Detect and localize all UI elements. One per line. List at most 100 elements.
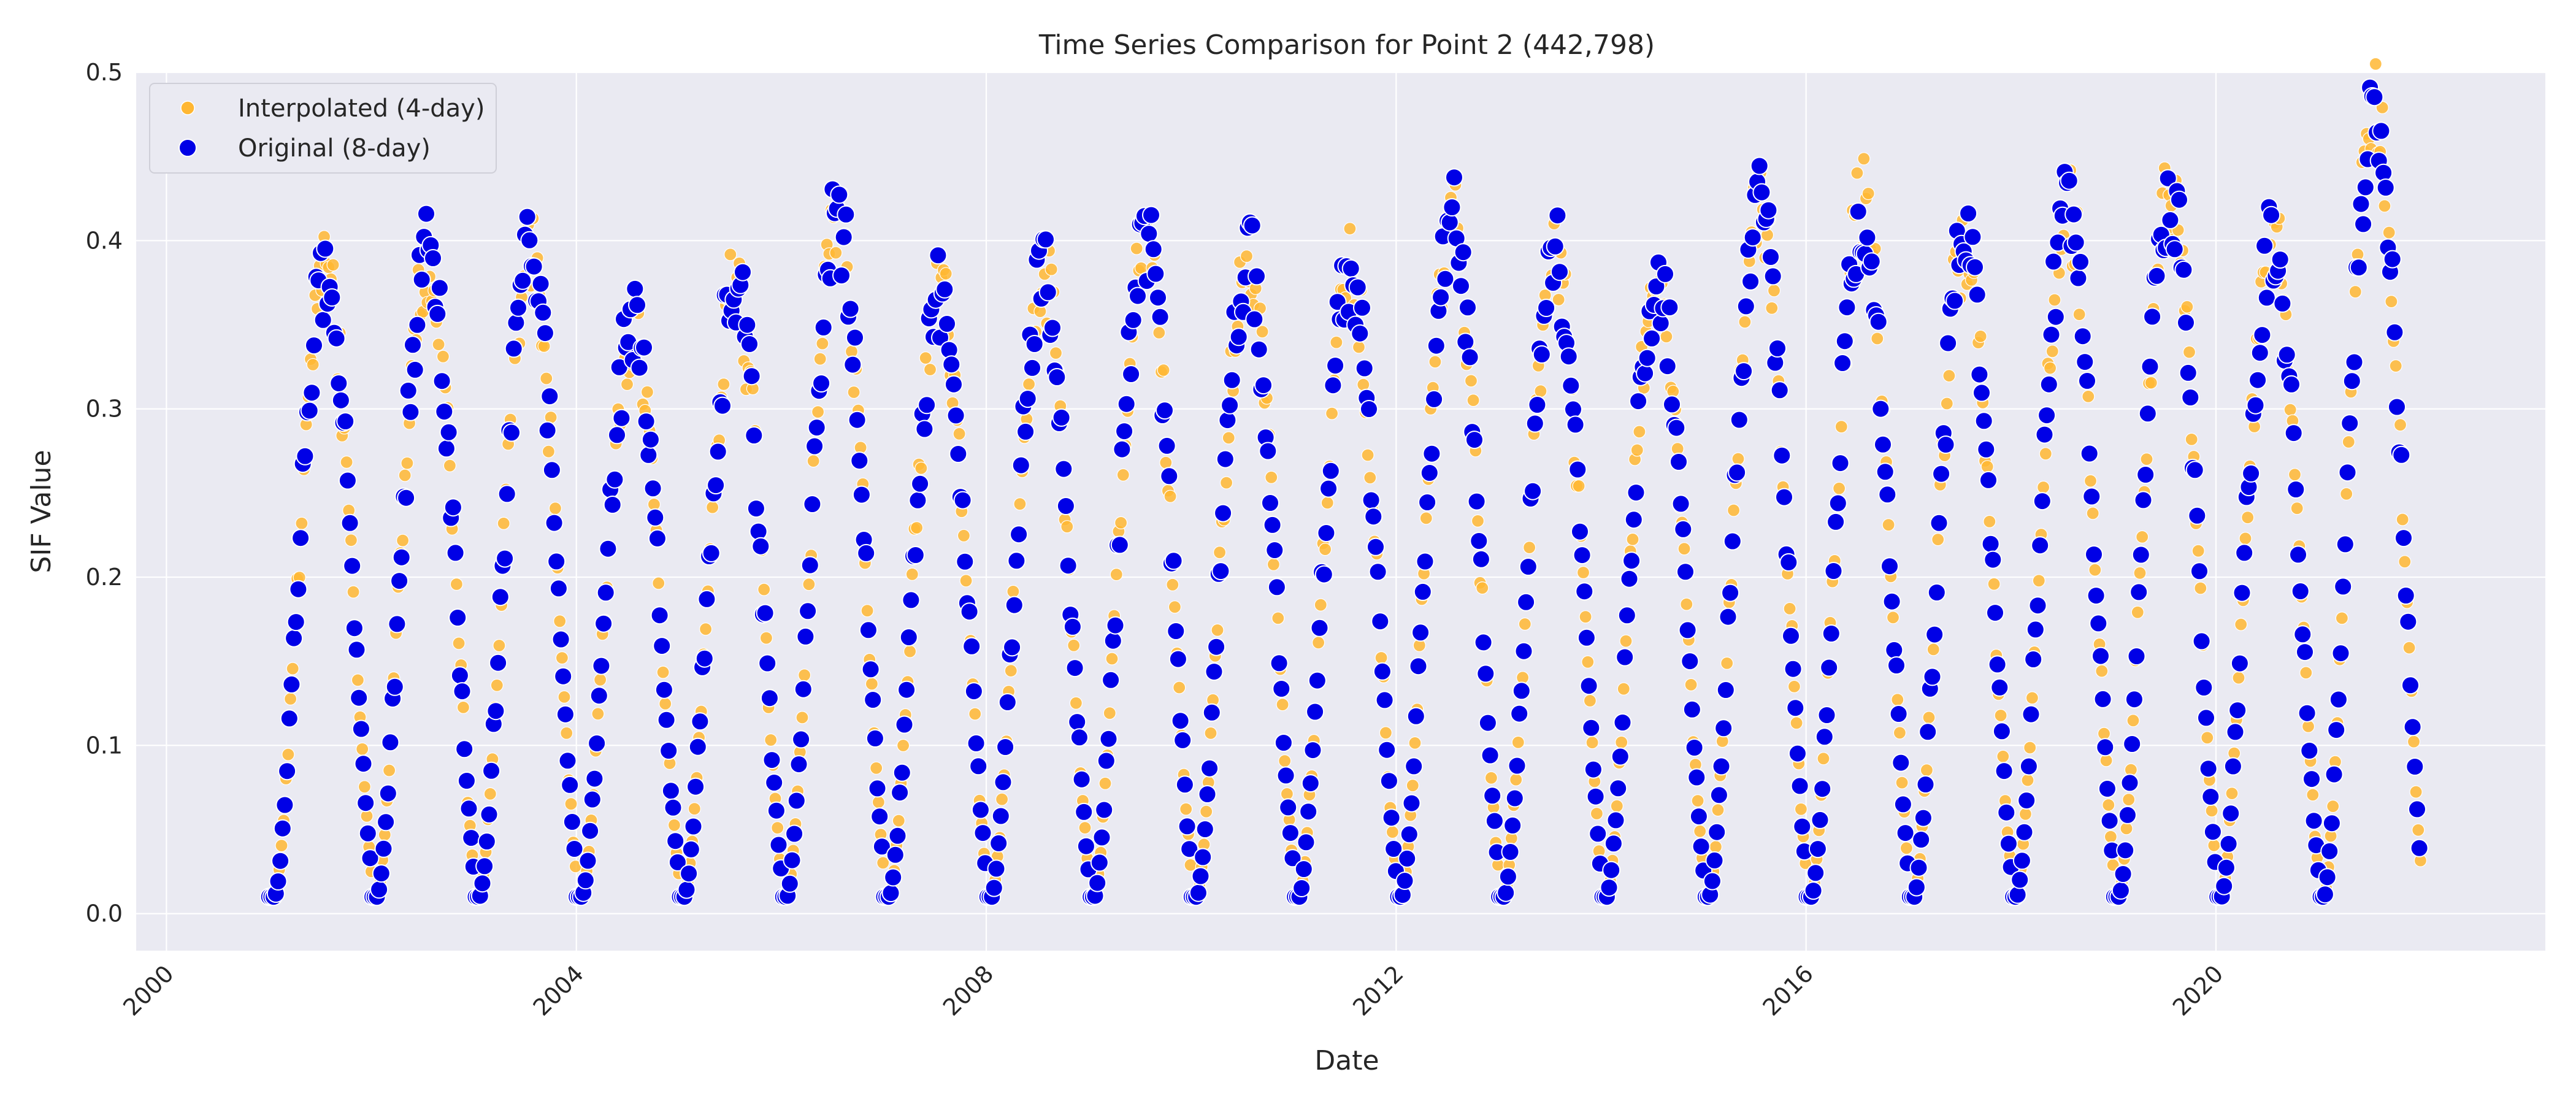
point-interpolated <box>396 534 410 547</box>
point-interpolated <box>2382 226 2396 239</box>
point-original <box>1716 681 1735 699</box>
point-original <box>296 447 315 466</box>
point-original <box>758 654 777 673</box>
point-original <box>994 773 1013 792</box>
point-interpolated <box>1464 374 1478 388</box>
point-interpolated <box>656 665 670 679</box>
point-original <box>2228 701 2247 720</box>
point-original <box>1784 659 1803 678</box>
point-original <box>998 693 1017 711</box>
point-original <box>677 880 696 899</box>
point-original <box>1452 277 1470 296</box>
point-original <box>852 485 871 504</box>
point-interpolated <box>1509 773 1523 786</box>
point-original <box>1828 494 1847 513</box>
point-original <box>1730 410 1749 429</box>
point-interpolated <box>1211 623 1224 637</box>
point-interpolated <box>811 405 825 419</box>
point-original <box>2078 372 2096 390</box>
point-interpolated <box>2044 361 2057 375</box>
point-original <box>630 358 649 377</box>
point-original <box>1409 657 1428 676</box>
point-interpolated <box>995 792 1009 806</box>
point-original <box>1508 756 1527 775</box>
point-interpolated <box>2018 807 2032 821</box>
point-original <box>1276 766 1295 785</box>
point-interpolated <box>1476 581 1489 595</box>
point-original <box>2064 205 2083 224</box>
point-original <box>327 329 346 348</box>
point-interpolated <box>382 764 396 777</box>
point-original <box>1265 541 1284 559</box>
point-original <box>1460 348 1479 367</box>
point-interpolated <box>865 677 879 691</box>
point-original <box>2201 788 2220 806</box>
point-interpolated <box>1931 532 1945 546</box>
point-original <box>1481 746 1500 765</box>
point-interpolated <box>2122 793 2136 807</box>
point-interpolated <box>1116 468 1130 481</box>
point-original <box>2076 353 2095 372</box>
point-original <box>1205 662 1224 681</box>
point-interpolated <box>1408 736 1422 750</box>
point-original <box>1106 616 1125 635</box>
point-interpolated <box>2136 530 2149 544</box>
point-original <box>1411 623 1430 642</box>
point-original <box>1470 532 1489 550</box>
point-interpolated <box>1006 585 1020 599</box>
point-interpolated <box>2048 293 2061 307</box>
point-original <box>275 795 294 815</box>
point-original <box>1373 662 1392 681</box>
point-interpolated <box>2039 447 2052 461</box>
point-interpolated <box>959 574 973 588</box>
point-interpolated <box>295 516 309 530</box>
point-original <box>1207 637 1226 656</box>
point-original <box>1532 345 1551 364</box>
point-original <box>1319 479 1338 498</box>
point-original <box>2127 647 2146 665</box>
point-original <box>792 730 811 749</box>
point-interpolated <box>2097 727 2111 740</box>
point-original <box>956 552 975 571</box>
point-original <box>1097 751 1116 770</box>
point-original <box>1306 702 1325 721</box>
point-original <box>520 231 539 250</box>
point-interpolated <box>1511 735 1525 749</box>
point-original <box>2114 865 2133 883</box>
point-original <box>2120 773 2139 792</box>
point-interpolated <box>1790 716 1803 730</box>
point-original <box>459 799 478 818</box>
point-original <box>2082 487 2101 506</box>
point-original <box>443 498 462 517</box>
point-interpolated <box>2335 611 2348 625</box>
point-original <box>345 619 364 638</box>
point-interpolated <box>1677 542 1691 556</box>
point-interpolated <box>2201 731 2214 745</box>
point-interpolated <box>620 377 634 391</box>
point-interpolated <box>813 352 827 366</box>
point-original <box>2031 536 2050 555</box>
point-original <box>2287 480 2306 499</box>
point-interpolated <box>1004 664 1018 678</box>
point-original <box>1703 872 1722 891</box>
point-original <box>2399 612 2418 631</box>
point-original <box>1871 399 1890 418</box>
point-original <box>1790 776 1809 795</box>
point-original <box>399 381 418 400</box>
point-original <box>350 688 369 707</box>
point-original <box>2123 735 2142 753</box>
point-interpolated <box>816 337 829 350</box>
point-interpolated <box>540 372 553 385</box>
point-original <box>1974 412 1993 431</box>
point-original <box>1341 259 1360 278</box>
point-original <box>2195 678 2214 697</box>
point-original <box>2161 210 2180 229</box>
point-original <box>1813 780 1832 799</box>
point-interpolated <box>356 742 369 756</box>
point-interpolated <box>1711 803 1725 817</box>
point-original <box>316 239 335 258</box>
point-original <box>1395 872 1414 890</box>
point-original <box>2188 506 2207 525</box>
point-original <box>1773 446 1792 465</box>
point-original <box>2230 654 2249 673</box>
